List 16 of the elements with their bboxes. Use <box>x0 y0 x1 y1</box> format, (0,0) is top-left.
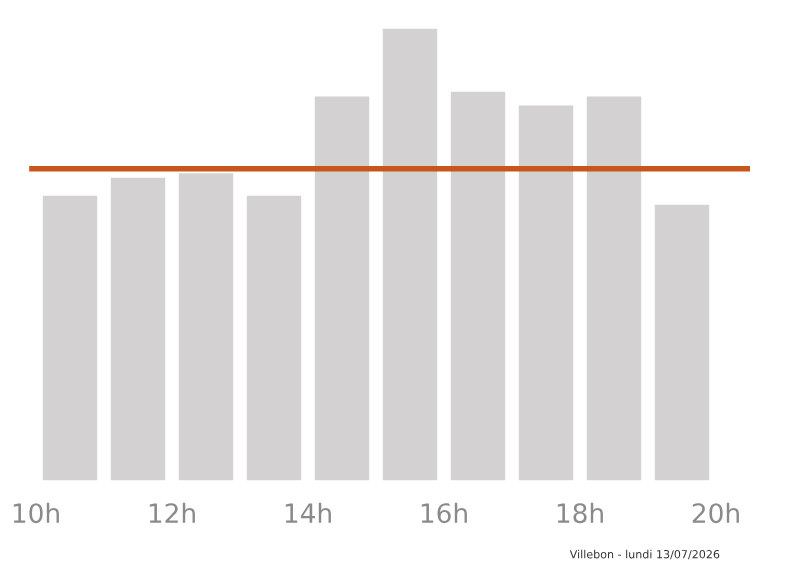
x-tick-label: 14h <box>285 502 331 523</box>
bar <box>314 96 370 481</box>
bar <box>450 91 506 481</box>
x-tick-label: 10h <box>13 502 59 524</box>
x-tick-label: 16h <box>421 502 467 524</box>
bar <box>42 195 98 481</box>
x-tick-label: 12h <box>149 502 195 523</box>
bar <box>110 177 166 481</box>
bar <box>178 173 234 481</box>
bar <box>518 105 574 481</box>
bar <box>382 28 438 481</box>
bar <box>246 195 302 481</box>
x-tick-label: 20h <box>692 502 739 524</box>
bar <box>586 96 642 481</box>
x-tick-label: 18h <box>557 502 603 524</box>
bar <box>654 204 710 481</box>
